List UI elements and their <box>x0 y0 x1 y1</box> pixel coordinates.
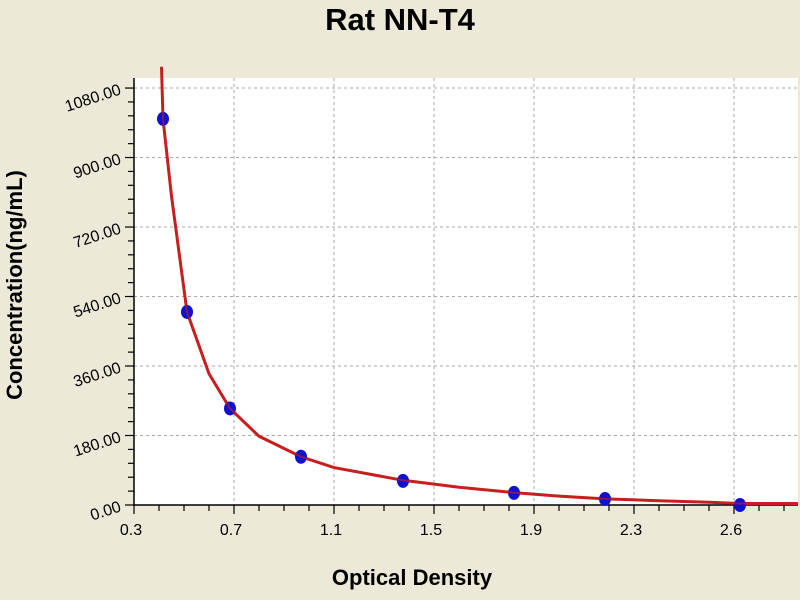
y-tick-label: 360.00 <box>71 360 123 391</box>
y-tick-label: 900.00 <box>71 151 123 182</box>
fit-curve-overlay <box>160 66 798 505</box>
x-tick-label: 0.7 <box>220 522 242 539</box>
plot-background <box>134 78 798 505</box>
y-tick-label: 1080.00 <box>63 82 123 116</box>
y-tick-label: 720.00 <box>71 221 123 252</box>
x-tick-label: 0.3 <box>120 522 142 539</box>
y-tick-label: 540.00 <box>71 290 123 321</box>
x-axis-label: Optical Density <box>331 565 493 590</box>
chart-title: Rat NN-T4 <box>325 2 475 37</box>
y-tick-label: 180.00 <box>71 429 123 460</box>
x-tick-label: 2.3 <box>620 522 642 539</box>
x-tick-label: 1.9 <box>520 522 542 539</box>
y-axis-label: Concentration(ng/mL) <box>2 170 27 400</box>
data-point <box>734 498 746 512</box>
x-tick-label: 2.6 <box>720 522 742 539</box>
x-tick-label: 1.1 <box>320 522 342 539</box>
x-tick-label: 1.5 <box>420 522 442 539</box>
y-tick-label: 0.00 <box>88 499 123 525</box>
